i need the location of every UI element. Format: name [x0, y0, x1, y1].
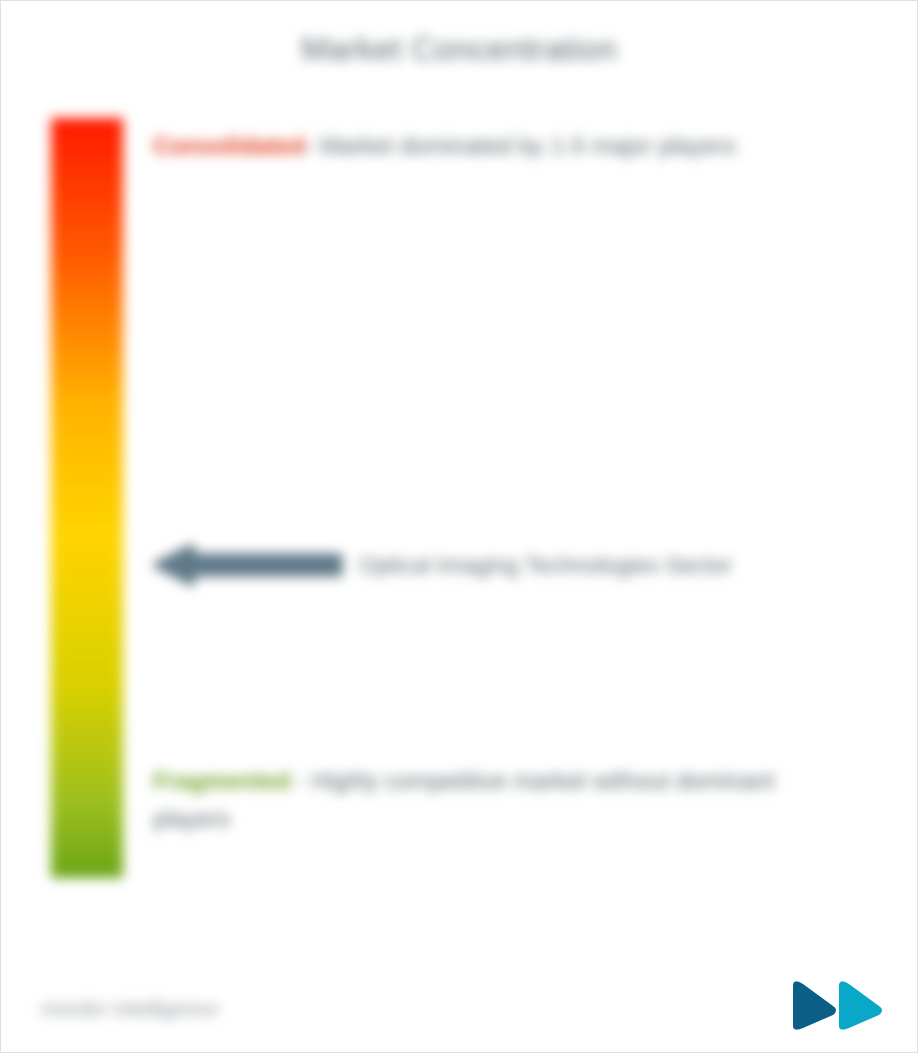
indicator-label: Optical Imaging Technologies Sector — [359, 552, 732, 579]
indicator-block: Optical Imaging Technologies Sector — [153, 543, 837, 587]
fragmented-block: Fragmented - Highly competitive market w… — [153, 763, 837, 840]
content-area: Consolidated- Market dominated by 1-5 ma… — [1, 118, 917, 878]
fragmented-sep: - — [290, 768, 311, 795]
consolidated-block: Consolidated- Market dominated by 1-5 ma… — [153, 128, 837, 166]
chart-title: Market Concentration — [1, 1, 917, 68]
consolidated-label: Consolidated — [153, 133, 305, 160]
brand-logo-icon — [789, 972, 885, 1030]
text-column: Consolidated- Market dominated by 1-5 ma… — [153, 118, 877, 878]
fragmented-label: Fragmented — [153, 768, 290, 795]
concentration-gradient-bar — [51, 118, 123, 878]
consolidated-desc: Market dominated by 1-5 major players — [320, 133, 736, 160]
consolidated-sep: - — [305, 133, 320, 160]
source-text: mordor intelligence — [41, 998, 218, 1022]
indicator-arrow-icon — [153, 543, 343, 587]
